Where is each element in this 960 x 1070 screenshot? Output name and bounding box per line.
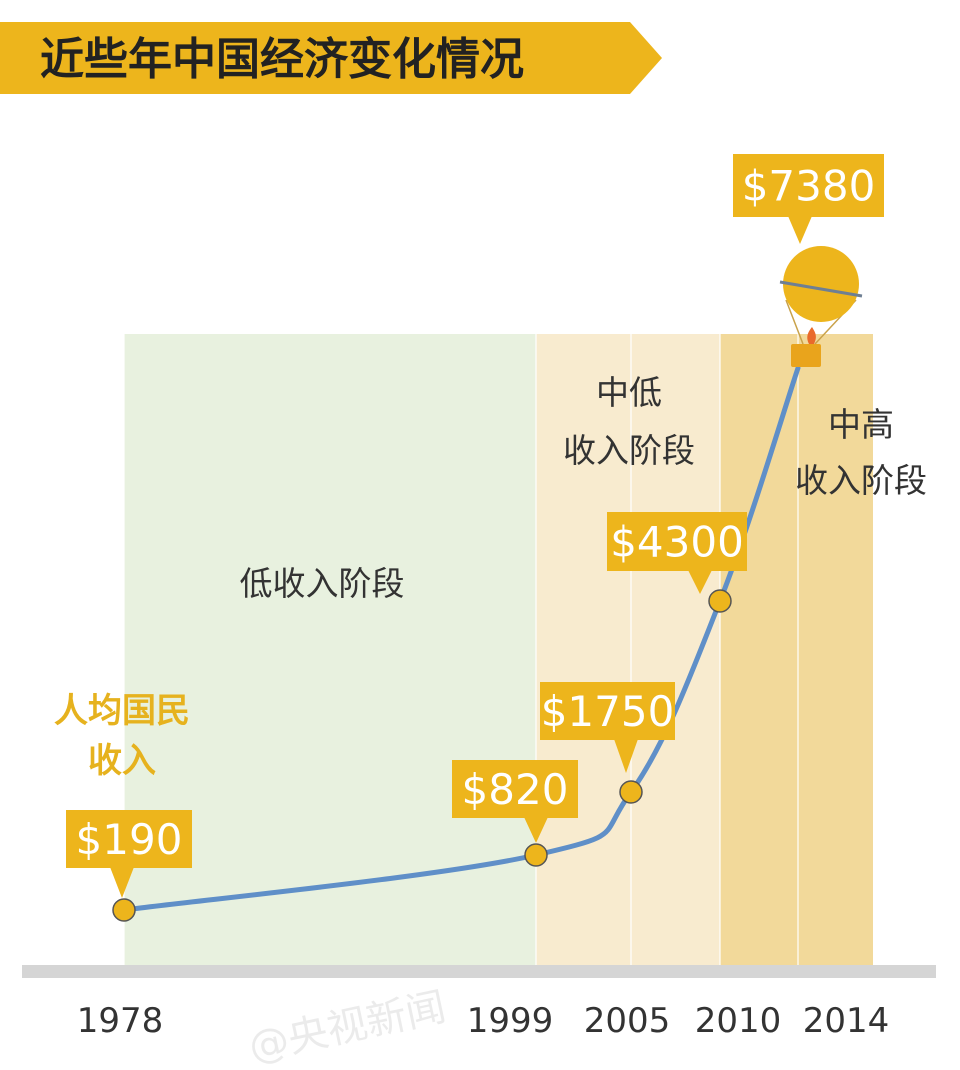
phase-labels: 低收入阶段 中低 收入阶段 中高 收入阶段 (240, 373, 928, 603)
y-axis-label: 人均国民 收入 (54, 691, 190, 781)
phase-label-upper-middle-line-2: 收入阶段 (795, 461, 927, 500)
x-tick-label-1978: 1978 (77, 1001, 164, 1041)
x-axis (22, 965, 936, 978)
data-label-box (540, 682, 675, 740)
data-label-box (452, 760, 578, 818)
title-banner-shape (0, 22, 662, 94)
phase-label-lower-middle-line-2: 收入阶段 (563, 431, 695, 470)
data-label-2005: $1750 (540, 682, 675, 773)
data-label-pointer (110, 867, 134, 898)
phase-low-income-band (124, 334, 536, 965)
y-axis-label-line-1: 人均国民 (54, 691, 190, 731)
balloon-flame (807, 327, 816, 344)
chart-title: 近些年中国经济变化情况 (40, 34, 524, 85)
data-label-box (66, 810, 192, 868)
title-banner: 近些年中国经济变化情况 (0, 22, 662, 94)
phase-label-low: 低收入阶段 (240, 564, 405, 603)
data-label-box (607, 512, 747, 571)
balloon-rope-left (785, 299, 804, 345)
x-tick-label-2005: 2005 (584, 1001, 671, 1041)
data-label-text: $190 (76, 815, 183, 864)
phase-upper-middle-income-band (720, 334, 873, 965)
data-label-pointer (688, 570, 712, 594)
data-label-pointer (788, 216, 812, 244)
y-axis-label-line-2: 收入 (88, 741, 156, 781)
data-label-text: $4300 (610, 518, 744, 567)
balloon-envelope (783, 246, 859, 322)
x-tick-label-1999: 1999 (467, 1001, 554, 1041)
x-tick-label-2010: 2010 (695, 1001, 782, 1041)
phase-label-upper-middle-line-1: 中高 (828, 405, 894, 444)
phase-lower-middle-income-band (536, 334, 720, 965)
data-label-1999: $820 (452, 760, 578, 843)
phase-backgrounds (123, 334, 873, 965)
data-label-pointer (524, 817, 548, 843)
data-point-2010 (708, 589, 732, 613)
watermark: @央视新闻 (245, 984, 450, 1066)
balloon-band (779, 280, 863, 298)
data-label-2014: $7380 (733, 154, 884, 244)
data-label-layer: $190 $820 $1750 $4300 $7380 (66, 154, 884, 898)
data-point-1978 (112, 898, 136, 922)
data-label-text: $820 (462, 765, 569, 814)
x-axis-bar (22, 965, 936, 978)
balloon-basket (791, 344, 821, 367)
data-label-1978: $190 (66, 810, 192, 898)
data-label-box (733, 154, 884, 217)
data-label-text: $7380 (742, 162, 876, 211)
x-tick-labels: 1978 1999 2005 2010 2014 (77, 1001, 890, 1041)
data-point-2005 (619, 780, 643, 804)
data-label-pointer (614, 739, 638, 773)
hot-air-balloon-icon (779, 246, 863, 367)
x-tick-label-2014: 2014 (803, 1001, 890, 1041)
data-point-1999 (524, 843, 548, 867)
data-label-text: $1750 (541, 687, 675, 736)
data-label-2010: $4300 (607, 512, 747, 594)
phase-label-lower-middle-line-1: 中低 (596, 373, 662, 412)
